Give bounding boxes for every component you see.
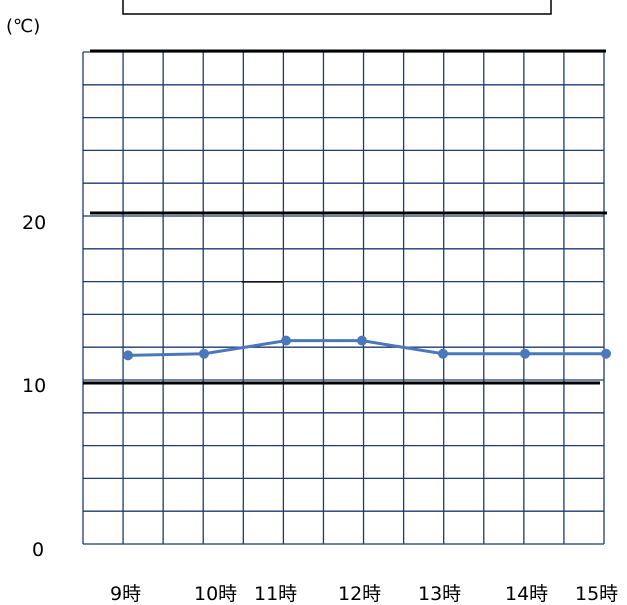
x-tick-label: 14時 — [505, 583, 548, 605]
data-point-5 — [438, 348, 448, 359]
data-point-3 — [281, 335, 291, 346]
x-tick-label: 11時 — [254, 583, 297, 605]
reference-lines — [83, 49, 607, 385]
x-tick-labels: 9時 10時 11時 12時 13時 14時 15時 — [110, 583, 618, 605]
plot-grid — [82, 51, 605, 545]
y-unit-label: (℃) — [6, 16, 40, 37]
x-tick-label: 12時 — [338, 583, 381, 605]
data-point-4 — [357, 335, 367, 346]
x-tick-label: 15時 — [575, 583, 618, 605]
y-tick-20: 20 — [22, 212, 46, 234]
title-box — [122, 0, 552, 15]
data-point-6 — [520, 348, 530, 359]
y-tick-0: 0 — [32, 539, 44, 561]
data-point-2 — [199, 348, 209, 359]
x-tick-label: 10時 — [194, 583, 237, 605]
y-tick-10: 10 — [22, 375, 46, 397]
data-point-1 — [123, 350, 133, 361]
temperature-series — [123, 335, 611, 361]
x-tick-label: 9時 — [110, 583, 141, 605]
x-tick-label: 13時 — [418, 583, 461, 605]
data-point-7 — [601, 348, 611, 359]
